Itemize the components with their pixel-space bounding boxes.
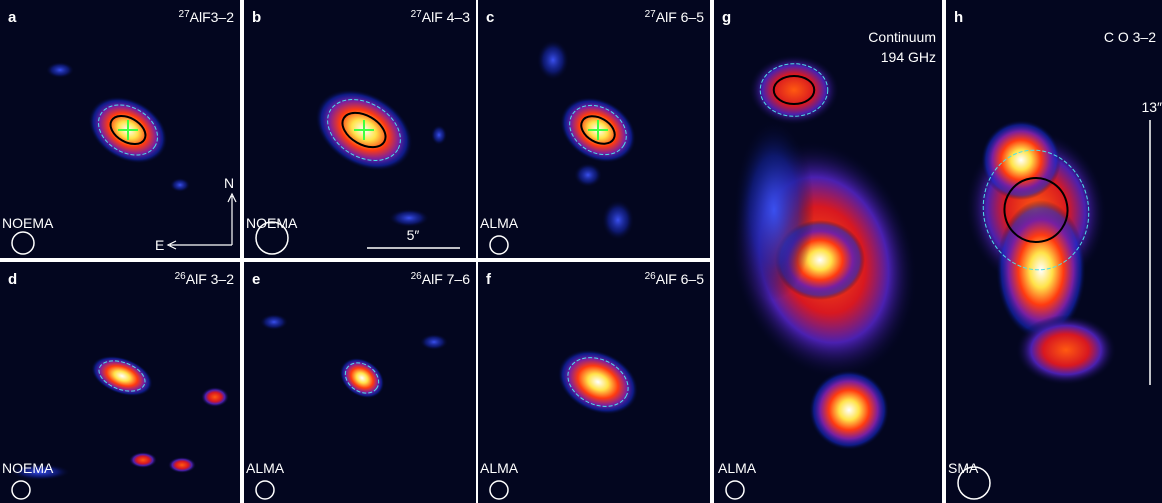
emission bbox=[537, 40, 569, 80]
transition: AlF 7–6 bbox=[422, 271, 470, 287]
panel: g Continuum 194 GHz ALMA bbox=[706, 0, 942, 503]
panel-letter: b bbox=[252, 9, 261, 26]
panel: b 27AlF 4–3 NOEMA bbox=[244, 0, 476, 258]
telescope: NOEMA bbox=[246, 215, 298, 231]
isotope: 27 bbox=[411, 9, 423, 20]
figure: a27AlF3–2NOEMAb27AlF 4–3NOEMAc27AlF 6–5A… bbox=[0, 0, 1162, 503]
line-label: C O 3–2 bbox=[1104, 29, 1156, 45]
telescope: ALMA bbox=[718, 460, 757, 476]
panel-letter: d bbox=[8, 271, 17, 288]
emission bbox=[389, 209, 429, 227]
panel: e 26AlF 7–6 ALMA bbox=[244, 262, 476, 503]
telescope: NOEMA bbox=[2, 460, 54, 476]
scale-label: 5″ bbox=[407, 227, 420, 243]
panel-letter: g bbox=[722, 9, 731, 26]
isotope: 26 bbox=[411, 271, 423, 282]
panel: d 26AlF 3–2 NOEMA bbox=[0, 262, 240, 503]
telescope: NOEMA bbox=[2, 215, 54, 231]
emission bbox=[170, 178, 190, 192]
compass-north: N bbox=[224, 175, 234, 191]
telescope: ALMA bbox=[480, 215, 519, 231]
emission bbox=[1016, 315, 1116, 385]
emission bbox=[260, 314, 288, 330]
emission bbox=[420, 334, 448, 350]
emission bbox=[431, 125, 447, 145]
transition: AlF 4–3 bbox=[422, 9, 470, 25]
transition: AlF3–2 bbox=[190, 9, 235, 25]
emission bbox=[168, 457, 196, 473]
emission bbox=[129, 452, 157, 468]
isotope: 27 bbox=[645, 9, 657, 20]
emission bbox=[602, 200, 634, 240]
panel-letter: h bbox=[954, 9, 963, 26]
telescope: ALMA bbox=[246, 460, 285, 476]
transition: AlF 3–2 bbox=[186, 271, 234, 287]
panel-letter: e bbox=[252, 271, 260, 288]
emission bbox=[734, 120, 814, 300]
panel: c 27AlF 6–5 ALMA bbox=[478, 0, 710, 258]
line-label-2: 194 GHz bbox=[881, 49, 936, 65]
isotope: 26 bbox=[175, 271, 187, 282]
transition: C O 3–2 bbox=[1104, 29, 1156, 45]
panel-letter: a bbox=[8, 9, 17, 26]
emission bbox=[809, 370, 889, 450]
emission bbox=[749, 55, 839, 125]
panel: a 27AlF3–2 NOEMA bbox=[0, 0, 240, 258]
telescope: ALMA bbox=[480, 460, 519, 476]
scale-label: 13″ bbox=[1141, 99, 1162, 115]
emission bbox=[574, 163, 602, 187]
transition: AlF 6–5 bbox=[656, 271, 704, 287]
transition: AlF 6–5 bbox=[656, 9, 704, 25]
isotope: 27 bbox=[179, 9, 191, 20]
emission bbox=[201, 387, 229, 407]
emission bbox=[981, 120, 1061, 200]
line-label: Continuum bbox=[868, 29, 936, 45]
compass-east: E bbox=[155, 237, 164, 253]
telescope: SMA bbox=[948, 460, 979, 476]
panel: h C O 3–2 SMA bbox=[946, 0, 1162, 503]
emission bbox=[46, 62, 74, 78]
transition: Continuum bbox=[868, 29, 936, 45]
panel-letter: c bbox=[486, 9, 494, 26]
isotope: 26 bbox=[645, 271, 657, 282]
